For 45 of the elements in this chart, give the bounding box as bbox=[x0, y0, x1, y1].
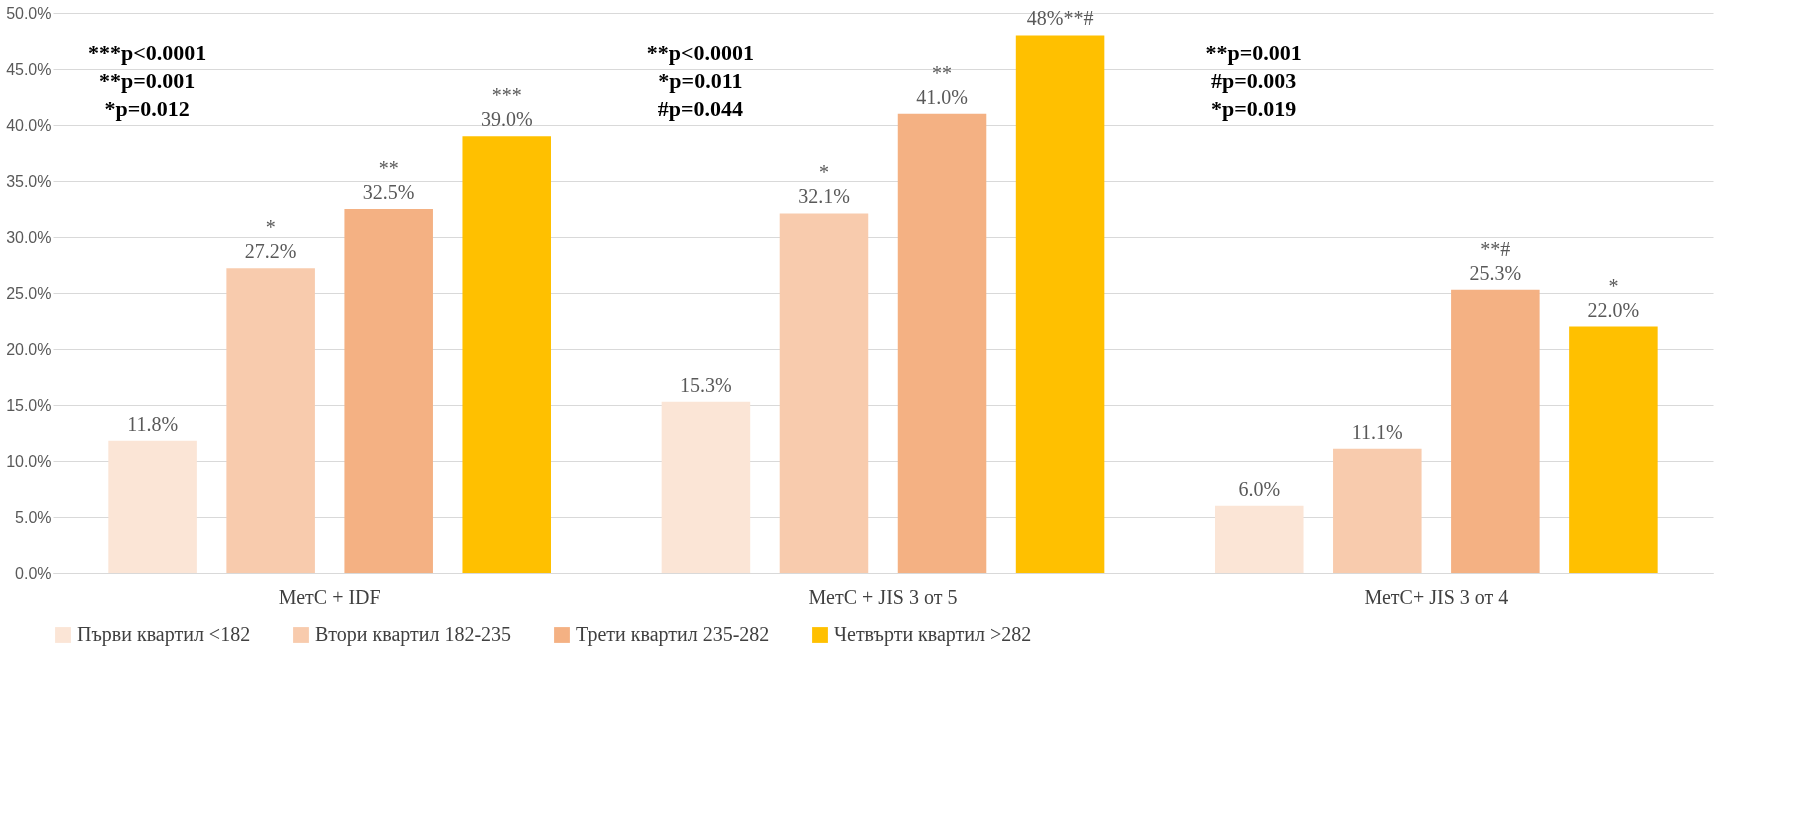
bar bbox=[897, 113, 987, 573]
text: **# 25.3% bbox=[1469, 237, 1522, 284]
y-tick-label: 40.0% bbox=[6, 116, 52, 134]
x-tick-label: МетС + IDF bbox=[278, 585, 381, 608]
text: * 32.1% bbox=[798, 161, 850, 208]
y-tick-label: 35.0% bbox=[6, 172, 52, 190]
y-tick-label: 15.0% bbox=[6, 396, 52, 414]
bar bbox=[1451, 289, 1540, 573]
legend-label: Трети квартил 235-282 bbox=[576, 623, 770, 646]
x-tick-label: МетС + JIS 3 от 5 bbox=[808, 585, 958, 608]
y-tick-label: 10.0% bbox=[6, 452, 52, 470]
y-tick-label: 5.0% bbox=[15, 508, 52, 526]
y-tick-label: 20.0% bbox=[6, 340, 52, 358]
y-tick-label: 30.0% bbox=[6, 228, 52, 246]
bar bbox=[108, 440, 197, 573]
bar bbox=[1215, 505, 1304, 573]
text: ** 41.0% bbox=[916, 61, 968, 108]
data-label: 11.1% bbox=[1351, 420, 1403, 443]
bar bbox=[344, 209, 433, 573]
legend-label: Първи квартил <182 bbox=[77, 623, 251, 646]
bar bbox=[462, 136, 551, 573]
text: * 22.0% bbox=[1587, 274, 1640, 321]
bar bbox=[661, 401, 751, 573]
x-tick-label: МетС+ JIS 3 от 4 bbox=[1364, 585, 1509, 608]
bar bbox=[779, 213, 869, 573]
data-label: 15.3% bbox=[680, 373, 732, 396]
data-label: 11.8% bbox=[127, 412, 179, 435]
y-tick-label: 45.0% bbox=[6, 60, 52, 78]
text: ** 32.5% bbox=[362, 157, 415, 203]
legend-label: Четвърти квартил >282 bbox=[834, 623, 1032, 646]
y-tick-label: 0.0% bbox=[15, 564, 52, 582]
text: *** 39.0% bbox=[480, 84, 533, 131]
text: * 27.2% bbox=[244, 216, 297, 263]
bar bbox=[1569, 326, 1658, 573]
y-tick-label: 50.0% bbox=[6, 4, 52, 22]
bar bbox=[226, 268, 315, 573]
annotation: **p=0.001 #p=0.003 *p=0.019 bbox=[1205, 40, 1302, 121]
data-label: 6.0% bbox=[1238, 477, 1281, 500]
bar bbox=[1333, 448, 1422, 573]
annotation: ***p<0.0001 **p=0.001 *p=0.012 bbox=[87, 40, 207, 121]
annotation: **p<0.0001 *p=0.011 #p=0.044 bbox=[646, 40, 755, 121]
bar bbox=[1015, 35, 1105, 573]
legend-label: Втори квартил 182-235 bbox=[315, 623, 512, 646]
y-tick-label: 25.0% bbox=[6, 284, 52, 302]
data-label: 48%**# bbox=[1026, 7, 1094, 30]
